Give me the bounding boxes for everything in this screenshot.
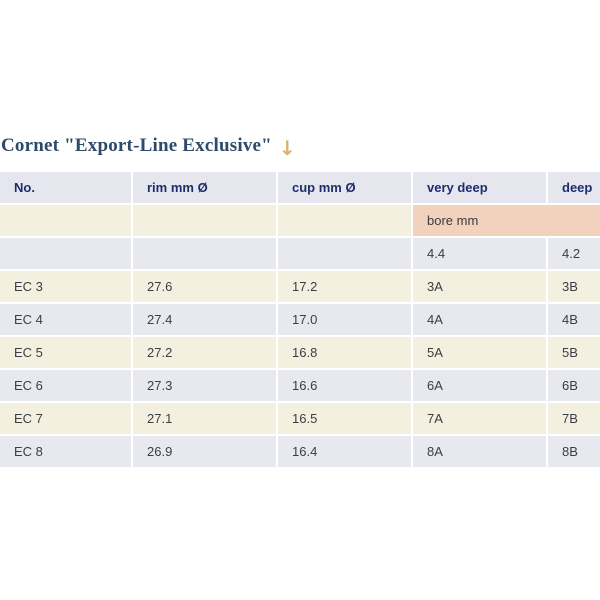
cell-cup: 17.0 bbox=[278, 304, 411, 335]
cell-no: EC 4 bbox=[0, 304, 131, 335]
column-header-no: No. bbox=[0, 172, 131, 203]
cell-deep: 6B bbox=[548, 370, 600, 401]
cell-deep: 3B bbox=[548, 271, 600, 302]
bore-value-very-deep: 4.4 bbox=[413, 238, 546, 269]
empty-cell bbox=[278, 205, 411, 236]
cell-deep: 5B bbox=[548, 337, 600, 368]
section-title-text: Cornet "Export-Line Exclusive" bbox=[1, 135, 272, 156]
cell-no: EC 6 bbox=[0, 370, 131, 401]
cell-very-deep: 4A bbox=[413, 304, 546, 335]
cell-rim: 27.6 bbox=[133, 271, 276, 302]
cell-cup: 16.6 bbox=[278, 370, 411, 401]
empty-cell bbox=[133, 205, 276, 236]
column-header-rim: rim mm Ø bbox=[133, 172, 276, 203]
empty-cell bbox=[0, 238, 131, 269]
cell-rim: 26.9 bbox=[133, 436, 276, 467]
column-header-cup: cup mm Ø bbox=[278, 172, 411, 203]
cell-cup: 16.4 bbox=[278, 436, 411, 467]
cell-rim: 27.4 bbox=[133, 304, 276, 335]
cell-no: EC 3 bbox=[0, 271, 131, 302]
cell-no: EC 5 bbox=[0, 337, 131, 368]
cell-very-deep: 3A bbox=[413, 271, 546, 302]
empty-cell bbox=[0, 205, 131, 236]
cell-rim: 27.1 bbox=[133, 403, 276, 434]
cell-rim: 27.2 bbox=[133, 337, 276, 368]
mouthpiece-spec-table: No. rim mm Ø cup mm Ø very deep deep bor… bbox=[0, 172, 600, 467]
empty-cell bbox=[278, 238, 411, 269]
bore-mm-label-cell: bore mm bbox=[413, 205, 600, 236]
column-header-very-deep: very deep bbox=[413, 172, 546, 203]
cell-cup: 16.8 bbox=[278, 337, 411, 368]
cell-no: EC 8 bbox=[0, 436, 131, 467]
down-arrow-icon: ↓ bbox=[278, 136, 296, 160]
cell-deep: 8B bbox=[548, 436, 600, 467]
cell-very-deep: 8A bbox=[413, 436, 546, 467]
cell-deep: 4B bbox=[548, 304, 600, 335]
cell-rim: 27.3 bbox=[133, 370, 276, 401]
cell-very-deep: 5A bbox=[413, 337, 546, 368]
cell-cup: 17.2 bbox=[278, 271, 411, 302]
column-header-deep: deep bbox=[548, 172, 600, 203]
empty-cell bbox=[133, 238, 276, 269]
cell-very-deep: 6A bbox=[413, 370, 546, 401]
cell-no: EC 7 bbox=[0, 403, 131, 434]
bore-value-deep: 4.2 bbox=[548, 238, 600, 269]
cell-cup: 16.5 bbox=[278, 403, 411, 434]
cell-deep: 7B bbox=[548, 403, 600, 434]
section-title[interactable]: Cornet "Export-Line Exclusive" ↓ bbox=[1, 133, 296, 160]
cell-very-deep: 7A bbox=[413, 403, 546, 434]
